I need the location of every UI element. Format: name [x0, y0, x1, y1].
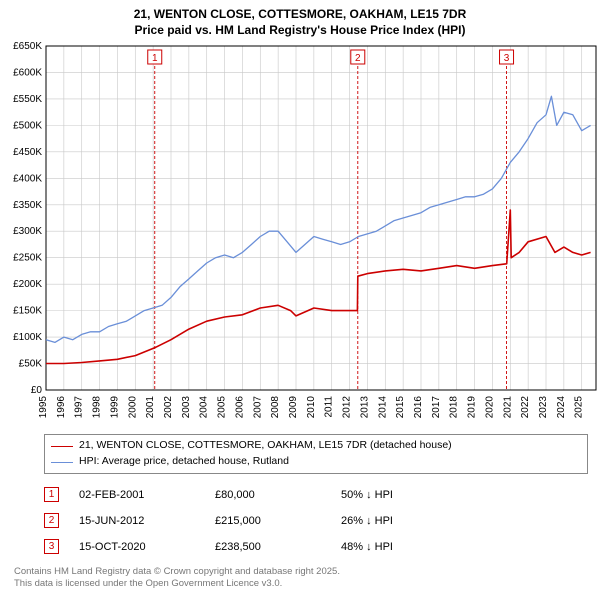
- svg-text:2019: 2019: [467, 396, 478, 419]
- svg-text:2002: 2002: [163, 396, 174, 419]
- svg-text:£300K: £300K: [13, 227, 42, 238]
- legend-row-price-paid: 21, WENTON CLOSE, COTTESMORE, OAKHAM, LE…: [51, 438, 581, 454]
- svg-text:2010: 2010: [306, 396, 317, 419]
- footnote-line-2: This data is licensed under the Open Gov…: [14, 578, 588, 590]
- sales-row: 2 15-JUN-2012 £215,000 26% ↓ HPI: [44, 508, 588, 534]
- sale-marker-icon: 1: [44, 487, 59, 502]
- svg-text:£0: £0: [31, 385, 43, 396]
- sale-price: £238,500: [215, 541, 335, 553]
- legend-label-hpi: HPI: Average price, detached house, Rutl…: [79, 454, 289, 470]
- svg-text:£250K: £250K: [13, 253, 42, 264]
- svg-text:£650K: £650K: [13, 41, 42, 52]
- svg-text:2017: 2017: [431, 396, 442, 419]
- sale-diff: 26% ↓ HPI: [341, 515, 481, 527]
- svg-text:1997: 1997: [74, 396, 85, 419]
- svg-text:2014: 2014: [377, 396, 388, 419]
- sale-diff: 50% ↓ HPI: [341, 489, 481, 501]
- sale-diff: 48% ↓ HPI: [341, 541, 481, 553]
- svg-text:1998: 1998: [92, 396, 103, 419]
- title-line-1: 21, WENTON CLOSE, COTTESMORE, OAKHAM, LE…: [8, 6, 592, 22]
- svg-text:£350K: £350K: [13, 200, 42, 211]
- svg-text:£400K: £400K: [13, 174, 42, 185]
- sale-date: 15-JUN-2012: [79, 515, 209, 527]
- svg-text:2008: 2008: [270, 396, 281, 419]
- svg-text:2020: 2020: [484, 396, 495, 419]
- svg-text:2000: 2000: [127, 396, 138, 419]
- sale-date: 02-FEB-2001: [79, 489, 209, 501]
- svg-text:2009: 2009: [288, 396, 299, 419]
- svg-text:2012: 2012: [342, 396, 353, 419]
- svg-text:2011: 2011: [324, 396, 335, 418]
- sale-marker-icon: 3: [44, 539, 59, 554]
- svg-text:£100K: £100K: [13, 332, 42, 343]
- legend-swatch-price-paid: [51, 446, 73, 447]
- sale-price: £80,000: [215, 489, 335, 501]
- svg-text:2007: 2007: [252, 396, 263, 419]
- svg-text:3: 3: [504, 53, 510, 64]
- svg-text:£450K: £450K: [13, 147, 42, 158]
- sales-row: 3 15-OCT-2020 £238,500 48% ↓ HPI: [44, 534, 588, 560]
- sales-table: 1 02-FEB-2001 £80,000 50% ↓ HPI 2 15-JUN…: [44, 482, 588, 560]
- svg-text:2022: 2022: [520, 396, 531, 419]
- svg-text:£50K: £50K: [19, 359, 43, 370]
- svg-text:2: 2: [355, 53, 361, 64]
- svg-text:1999: 1999: [109, 396, 120, 419]
- sale-price: £215,000: [215, 515, 335, 527]
- svg-text:2003: 2003: [181, 396, 192, 419]
- svg-text:£150K: £150K: [13, 306, 42, 317]
- legend-label-price-paid: 21, WENTON CLOSE, COTTESMORE, OAKHAM, LE…: [79, 438, 452, 454]
- svg-text:2013: 2013: [359, 396, 370, 419]
- svg-text:1995: 1995: [38, 396, 49, 419]
- chart-svg: £0 £50K £100K £150K £200K £250K £300K £350K £400…: [0, 40, 600, 430]
- footnote: Contains HM Land Registry data © Crown c…: [14, 566, 588, 591]
- svg-text:£550K: £550K: [13, 94, 42, 105]
- svg-text:2023: 2023: [538, 396, 549, 419]
- svg-text:2024: 2024: [556, 396, 567, 419]
- chart-title-block: 21, WENTON CLOSE, COTTESMORE, OAKHAM, LE…: [0, 0, 600, 40]
- svg-text:2004: 2004: [199, 396, 210, 419]
- footnote-line-1: Contains HM Land Registry data © Crown c…: [14, 566, 588, 578]
- svg-text:2025: 2025: [574, 396, 585, 419]
- sale-marker-icon: 2: [44, 513, 59, 528]
- sales-row: 1 02-FEB-2001 £80,000 50% ↓ HPI: [44, 482, 588, 508]
- svg-text:2016: 2016: [413, 396, 424, 419]
- legend-swatch-hpi: [51, 462, 73, 463]
- svg-text:2001: 2001: [145, 396, 156, 419]
- legend-row-hpi: HPI: Average price, detached house, Rutl…: [51, 454, 581, 470]
- svg-text:2021: 2021: [502, 396, 513, 419]
- legend: 21, WENTON CLOSE, COTTESMORE, OAKHAM, LE…: [44, 434, 588, 474]
- svg-text:1996: 1996: [56, 396, 67, 419]
- svg-text:£500K: £500K: [13, 121, 42, 132]
- svg-text:2015: 2015: [395, 396, 406, 419]
- svg-text:2018: 2018: [449, 396, 460, 419]
- svg-text:1: 1: [152, 53, 158, 64]
- svg-text:2006: 2006: [234, 396, 245, 419]
- title-line-2: Price paid vs. HM Land Registry's House …: [8, 22, 592, 38]
- svg-text:2005: 2005: [217, 396, 228, 419]
- chart-area: £0 £50K £100K £150K £200K £250K £300K £350K £400…: [0, 40, 600, 430]
- sale-date: 15-OCT-2020: [79, 541, 209, 553]
- svg-text:£600K: £600K: [13, 68, 42, 79]
- svg-text:£200K: £200K: [13, 280, 42, 291]
